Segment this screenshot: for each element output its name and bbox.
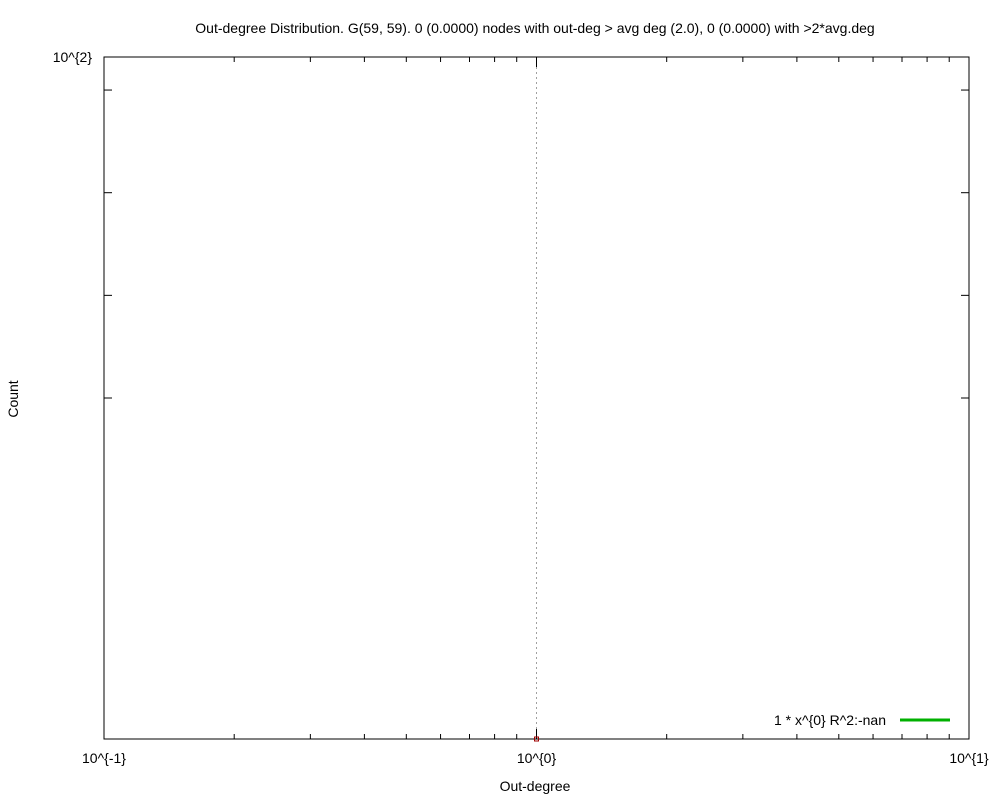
x-tick-labels: 10^{-1} 10^{0} 10^{1} (82, 750, 989, 766)
legend-label-fit: 1 * x^{0} R^2:-nan (774, 712, 886, 728)
y-tick-labels: 10^{2} (53, 49, 93, 65)
y-axis-label: Count (5, 380, 21, 417)
y-tick-label: 10^{2} (53, 49, 93, 65)
x-tick-label: 10^{-1} (82, 750, 126, 766)
legend: 1 * x^{0} R^2:-nan (774, 712, 950, 728)
data-marks (534, 736, 539, 742)
tick-layer (103, 57, 970, 739)
x-tick-label: 10^{1} (949, 750, 989, 766)
data-point (534, 736, 539, 742)
chart-title: Out-degree Distribution. G(59, 59). 0 (0… (195, 20, 874, 36)
x-tick-label: 10^{0} (517, 750, 557, 766)
x-axis-label: Out-degree (500, 778, 571, 794)
